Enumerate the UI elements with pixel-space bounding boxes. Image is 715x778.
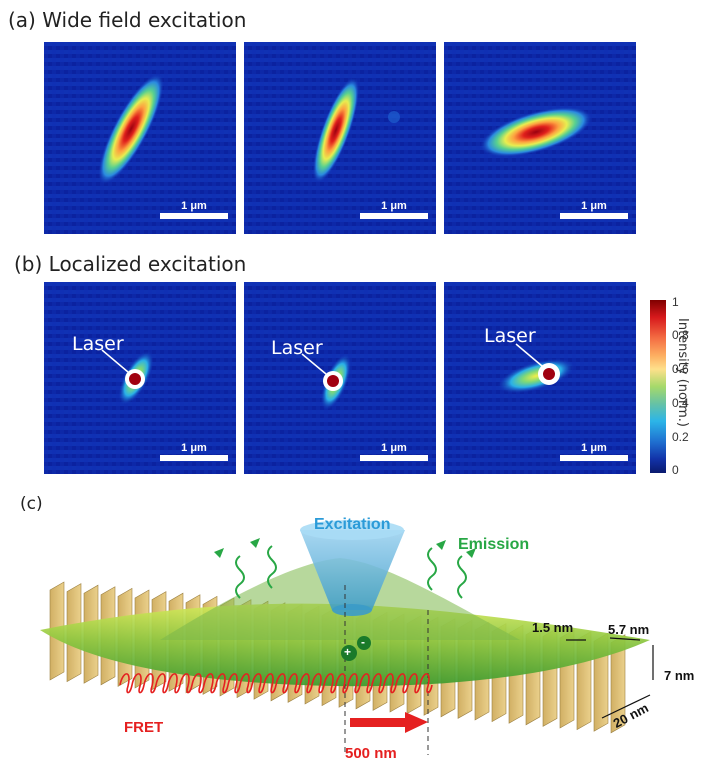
exciton-plus: + bbox=[344, 645, 352, 659]
intensity-colorbar bbox=[650, 300, 666, 473]
scale-bar-a2: 1 μm bbox=[360, 200, 428, 219]
colorbar-label: Intensity (norm.) bbox=[675, 318, 690, 427]
colorbar-tick: 1 bbox=[672, 295, 679, 309]
colorbar-tick: 0.8 bbox=[672, 328, 689, 342]
localized-image-1 bbox=[44, 282, 236, 474]
fret-label: FRET bbox=[124, 719, 164, 736]
wide-field-image-3 bbox=[444, 42, 636, 234]
nanotube-schematic bbox=[40, 520, 654, 755]
spacing-label: 1.5 nm bbox=[532, 620, 574, 635]
wide-field-image-2 bbox=[244, 42, 436, 234]
panel-c-label: (c) bbox=[20, 494, 43, 514]
laser-label-3: Laser bbox=[484, 325, 536, 347]
colorbar-tick: 0.6 bbox=[672, 362, 689, 376]
scale-bar-b1: 1 μm bbox=[160, 442, 228, 461]
colorbar-tick: 0 bbox=[672, 463, 679, 477]
scale-bar-b2: 1 μm bbox=[360, 442, 428, 461]
height-label: 7 nm bbox=[664, 668, 695, 683]
colorbar-tick: 0.4 bbox=[672, 396, 689, 410]
exciton-minus: - bbox=[361, 635, 365, 649]
laser-label-1: Laser bbox=[72, 333, 124, 355]
panel-b-title: (b) Localized excitation bbox=[14, 252, 247, 276]
emission-label: Emission bbox=[458, 536, 530, 553]
thickness-label: 5.7 nm bbox=[608, 622, 650, 637]
localized-image-3 bbox=[444, 282, 636, 474]
scale-bar-b3: 1 μm bbox=[560, 442, 628, 461]
wide-field-image-1 bbox=[44, 42, 236, 234]
scale-bar-a1: 1 μm bbox=[160, 200, 228, 219]
laser-label-2: Laser bbox=[271, 337, 323, 359]
distance-label: 500 nm bbox=[345, 745, 397, 762]
scale-bar-a3: 1 μm bbox=[560, 200, 628, 219]
panel-a-title: (a) Wide field excitation bbox=[8, 8, 247, 32]
localized-image-2 bbox=[244, 282, 436, 474]
excitation-label: Excitation bbox=[314, 516, 391, 533]
colorbar-tick: 0.2 bbox=[672, 430, 689, 444]
